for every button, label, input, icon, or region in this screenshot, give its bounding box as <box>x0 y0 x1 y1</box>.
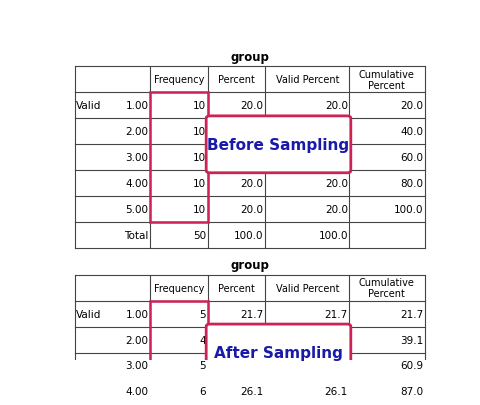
Text: group: group <box>230 258 269 271</box>
Text: group: group <box>230 51 269 64</box>
Text: 1.00: 1.00 <box>126 309 149 319</box>
Text: 100.0: 100.0 <box>394 205 423 215</box>
Text: Total: Total <box>124 230 149 241</box>
Text: 3.00: 3.00 <box>126 360 149 371</box>
Text: 5.00: 5.00 <box>126 205 149 215</box>
Text: 20.0: 20.0 <box>325 205 348 215</box>
Bar <box>150 93 208 223</box>
Text: 10: 10 <box>193 179 206 189</box>
Text: 100.0: 100.0 <box>234 230 264 241</box>
Text: After Sampling: After Sampling <box>214 345 343 360</box>
Text: 10: 10 <box>193 101 206 111</box>
Text: Cumulative
Percent: Cumulative Percent <box>359 277 415 299</box>
Text: 20.0: 20.0 <box>241 101 264 111</box>
Text: 20.0: 20.0 <box>325 179 348 189</box>
Text: 20.0: 20.0 <box>400 101 423 111</box>
Text: Valid Percent: Valid Percent <box>276 75 339 85</box>
Text: Frequency: Frequency <box>154 283 204 293</box>
Text: 26.1: 26.1 <box>240 386 264 396</box>
Text: 60.9: 60.9 <box>400 360 423 371</box>
Text: 21.7: 21.7 <box>400 309 423 319</box>
FancyBboxPatch shape <box>206 324 351 381</box>
Text: 10: 10 <box>193 205 206 215</box>
Text: Valid: Valid <box>76 101 102 111</box>
Text: Percent: Percent <box>218 283 255 293</box>
Text: 26.1: 26.1 <box>324 386 348 396</box>
Text: 20.0: 20.0 <box>241 179 264 189</box>
Text: 20.0: 20.0 <box>241 205 264 215</box>
Text: 20.0: 20.0 <box>325 101 348 111</box>
Text: 5: 5 <box>200 360 206 371</box>
Text: Frequency: Frequency <box>154 75 204 85</box>
Text: Percent: Percent <box>218 75 255 85</box>
Text: 4.00: 4.00 <box>126 179 149 189</box>
Text: 40.0: 40.0 <box>400 127 423 137</box>
Text: 1.00: 1.00 <box>126 101 149 111</box>
Text: 80.0: 80.0 <box>400 179 423 189</box>
Text: 2.00: 2.00 <box>126 127 149 137</box>
Text: Valid Percent: Valid Percent <box>276 283 339 293</box>
Text: 10: 10 <box>193 127 206 137</box>
Text: 100.0: 100.0 <box>318 230 348 241</box>
Text: 3.00: 3.00 <box>126 153 149 163</box>
Text: 2.00: 2.00 <box>126 335 149 345</box>
Text: 10: 10 <box>193 153 206 163</box>
Text: 21.7: 21.7 <box>240 309 264 319</box>
FancyBboxPatch shape <box>206 117 351 173</box>
Text: Valid: Valid <box>76 309 102 319</box>
FancyBboxPatch shape <box>207 118 352 175</box>
Text: 39.1: 39.1 <box>400 335 423 345</box>
Text: Cumulative
Percent: Cumulative Percent <box>359 70 415 91</box>
Text: Before Sampling: Before Sampling <box>207 137 349 152</box>
Bar <box>150 301 208 405</box>
Text: 6: 6 <box>200 386 206 396</box>
Text: 50: 50 <box>193 230 206 241</box>
Text: 87.0: 87.0 <box>400 386 423 396</box>
Text: 21.7: 21.7 <box>324 309 348 319</box>
Text: 5: 5 <box>200 309 206 319</box>
FancyBboxPatch shape <box>207 326 352 382</box>
Text: 4.00: 4.00 <box>126 386 149 396</box>
Text: 4: 4 <box>200 335 206 345</box>
Text: 60.0: 60.0 <box>400 153 423 163</box>
